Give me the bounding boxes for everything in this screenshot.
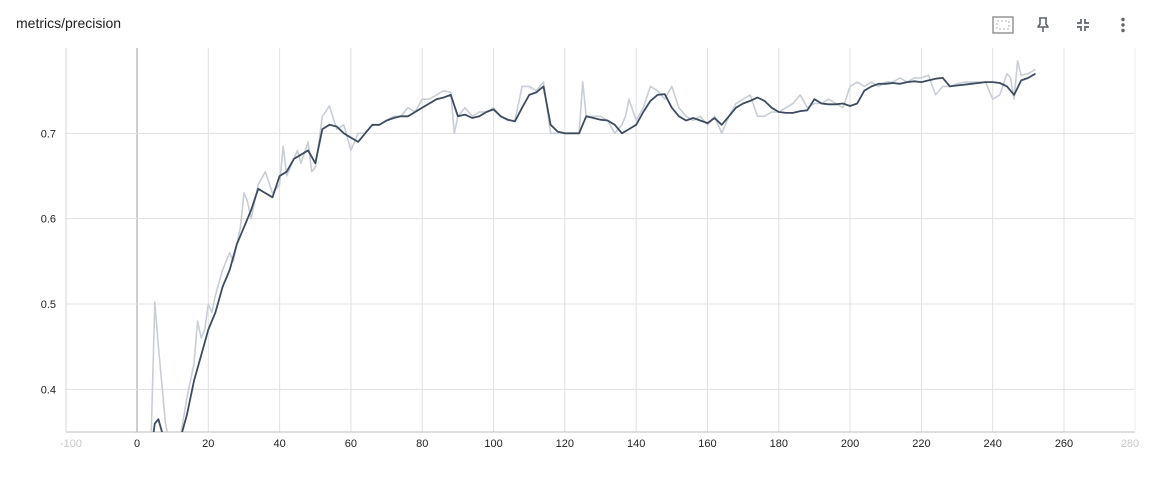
x-tick-label: 240 (984, 438, 1002, 450)
y-tick-label: 0.6 (41, 214, 56, 226)
x-tick-label: 80 (416, 438, 428, 450)
x-tick-label: 60 (345, 438, 357, 450)
card-title: metrics/precision (16, 15, 122, 31)
x-tick-label: 200 (841, 438, 859, 450)
x-tick-label: -100 (60, 438, 82, 450)
pin-button[interactable] (1027, 12, 1059, 38)
more-vert-icon (1121, 17, 1125, 33)
x-tick-label: 0 (134, 438, 140, 450)
fit-to-data-icon (992, 16, 1014, 34)
x-tick-label: 180 (770, 438, 788, 450)
pin-icon (1037, 17, 1049, 32)
raw-series-line[interactable] (137, 60, 1036, 466)
x-tick-label: 280 (1121, 438, 1139, 450)
x-tick-label: 140 (627, 438, 645, 450)
card-header: metrics/precision (0, 0, 1151, 46)
x-tick-label: 40 (273, 438, 285, 450)
card-toolbar (987, 12, 1139, 38)
y-tick-label: 0.4 (41, 384, 56, 396)
fit-domain-button[interactable] (987, 12, 1019, 38)
collapse-icon (1077, 19, 1089, 31)
y-tick-label: 0.7 (41, 128, 56, 140)
x-tick-label: 220 (912, 438, 930, 450)
smoothed-series-line[interactable] (137, 72, 1036, 458)
x-tick-label: 20 (202, 438, 214, 450)
more-options-button[interactable] (1107, 12, 1139, 38)
collapse-button[interactable] (1067, 12, 1099, 38)
y-tick-label: 0.5 (41, 299, 56, 311)
x-tick-label: 120 (556, 438, 574, 450)
x-tick-label: 160 (698, 438, 716, 450)
x-tick-label: 260 (1055, 438, 1073, 450)
x-tick-label: 100 (484, 438, 502, 450)
plot-area (137, 60, 1036, 466)
